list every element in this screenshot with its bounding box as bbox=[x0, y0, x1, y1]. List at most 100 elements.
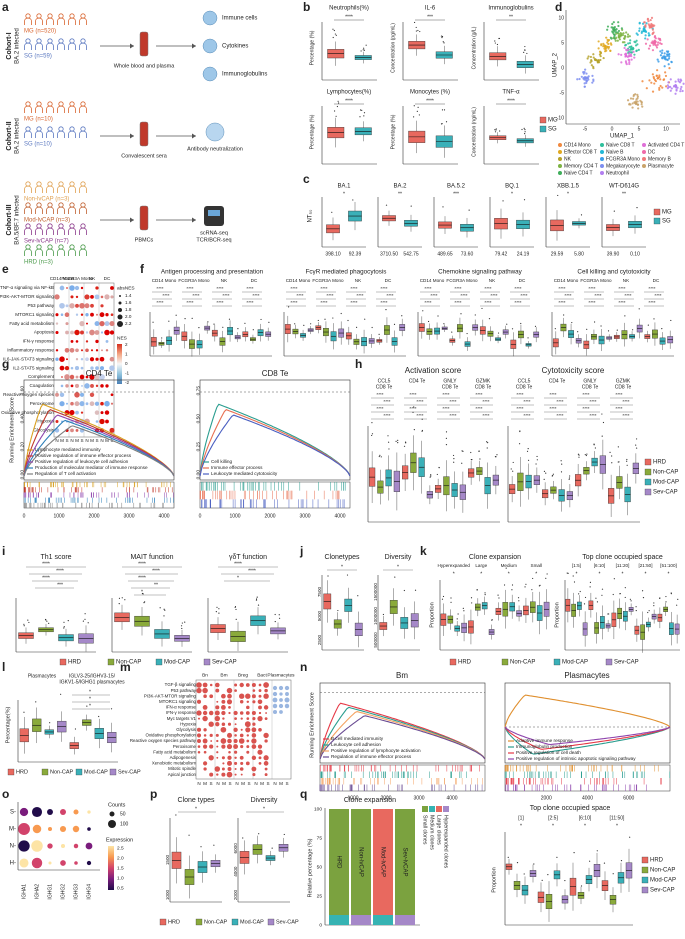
label: **** bbox=[345, 98, 353, 104]
umap-cell bbox=[631, 47, 635, 50]
legend-label: Non-CAP bbox=[650, 868, 675, 874]
legend-dot bbox=[117, 321, 123, 327]
outlier bbox=[443, 42, 445, 44]
label: CD14 Mono bbox=[50, 276, 75, 281]
legend-label: CD14 Mono bbox=[564, 142, 591, 148]
outlier bbox=[670, 593, 672, 595]
label: Fatty acid metabolism bbox=[9, 321, 54, 326]
sig-label: **** bbox=[380, 300, 387, 305]
enrichment-dot bbox=[246, 739, 250, 743]
plot-frame bbox=[23, 379, 175, 481]
umap-cell bbox=[657, 76, 660, 79]
enrichment-dot bbox=[284, 703, 290, 709]
person-icon bbox=[46, 17, 54, 25]
umap-cell bbox=[636, 100, 639, 103]
label: 39.90 bbox=[607, 251, 620, 257]
tick-label: 1500000 bbox=[373, 583, 378, 601]
outlier bbox=[499, 130, 501, 132]
label: CD14 Mono bbox=[420, 278, 445, 283]
tick-label: 1000 bbox=[165, 889, 170, 900]
umap-cell bbox=[618, 33, 621, 36]
person-icon bbox=[80, 13, 86, 19]
outlier bbox=[653, 318, 655, 320]
umap-cell bbox=[591, 74, 594, 78]
enrichment-dot bbox=[215, 682, 220, 688]
plot-frame bbox=[504, 682, 671, 764]
label: DC bbox=[519, 278, 526, 283]
label: [51:100] bbox=[660, 563, 677, 568]
panel-label: l bbox=[2, 660, 5, 674]
legend-dot bbox=[600, 143, 604, 147]
legend-dot bbox=[118, 308, 122, 312]
sig-label: **** bbox=[246, 286, 253, 291]
legend-dot bbox=[117, 314, 123, 320]
umap-cell bbox=[606, 41, 609, 44]
outlier bbox=[303, 324, 305, 326]
outlier bbox=[184, 318, 186, 320]
outlier bbox=[413, 21, 416, 24]
tick-label: 6000 bbox=[233, 843, 238, 854]
outlier bbox=[437, 315, 439, 317]
enrichment-dot bbox=[228, 706, 231, 709]
label: 1.8 bbox=[125, 307, 132, 312]
sig-label: **** bbox=[424, 286, 431, 291]
outlier bbox=[235, 608, 237, 611]
umap-cell bbox=[625, 31, 628, 34]
outlier bbox=[520, 322, 522, 325]
umap-cell bbox=[653, 34, 657, 38]
umap-cell bbox=[628, 59, 631, 62]
person-icon bbox=[35, 130, 43, 138]
outlier bbox=[198, 327, 200, 329]
umap-cell bbox=[647, 23, 650, 26]
tick-label: 100 bbox=[314, 806, 322, 812]
tick-label: 75 bbox=[317, 835, 323, 841]
enrichment-dot bbox=[64, 365, 70, 371]
outlier bbox=[534, 325, 537, 327]
outlier bbox=[274, 613, 276, 616]
enrichment-dot bbox=[228, 711, 231, 715]
label: XBB.1.5 bbox=[557, 184, 580, 190]
label: GNLY bbox=[583, 378, 597, 384]
label: CD14 Mono bbox=[554, 278, 579, 283]
enrichment-dot bbox=[85, 340, 89, 343]
enrichment-dot bbox=[263, 682, 269, 688]
enrichment-dot bbox=[272, 691, 278, 697]
enrichment-dot bbox=[233, 738, 238, 744]
enrichment-dot bbox=[79, 374, 85, 380]
tick-label: 10 bbox=[558, 15, 564, 21]
enrichment-dot bbox=[209, 744, 214, 749]
outlier bbox=[365, 44, 367, 46]
label: CD8 Te bbox=[262, 369, 289, 378]
outlier bbox=[461, 450, 463, 452]
enrichment-dot bbox=[263, 705, 269, 710]
person-icon bbox=[68, 206, 76, 214]
outlier bbox=[327, 575, 329, 577]
label: FCGR3A Mono bbox=[61, 276, 93, 281]
enrichment-curve bbox=[23, 419, 175, 477]
outlier bbox=[152, 321, 154, 323]
label: Th1 score bbox=[40, 554, 71, 561]
umap-cell bbox=[583, 85, 586, 88]
sig-label: **** bbox=[246, 300, 253, 305]
legend-label: FCGR3A Mono bbox=[606, 156, 640, 162]
enrichment-dot bbox=[238, 738, 245, 744]
legend-swatch bbox=[41, 768, 49, 776]
label: N bbox=[85, 438, 88, 443]
umap-cell bbox=[659, 84, 662, 88]
enrichment-dot bbox=[251, 727, 257, 733]
outlier bbox=[271, 847, 273, 849]
sig-label: * bbox=[520, 823, 522, 829]
label: ** bbox=[622, 191, 626, 197]
sig-label: **** bbox=[594, 293, 601, 298]
legend-swatch bbox=[644, 478, 652, 486]
label: Bact bbox=[257, 672, 267, 678]
outlier bbox=[579, 590, 581, 593]
outlier bbox=[593, 321, 596, 323]
enrichment-dot bbox=[221, 756, 225, 760]
label: BA.2 infected bbox=[15, 28, 21, 64]
umap-cell bbox=[644, 42, 648, 45]
legend-label: Memory CD4 T bbox=[564, 163, 598, 169]
outlier bbox=[429, 476, 431, 478]
umap-cell bbox=[620, 53, 623, 56]
tick-label: 2000 bbox=[380, 795, 391, 801]
